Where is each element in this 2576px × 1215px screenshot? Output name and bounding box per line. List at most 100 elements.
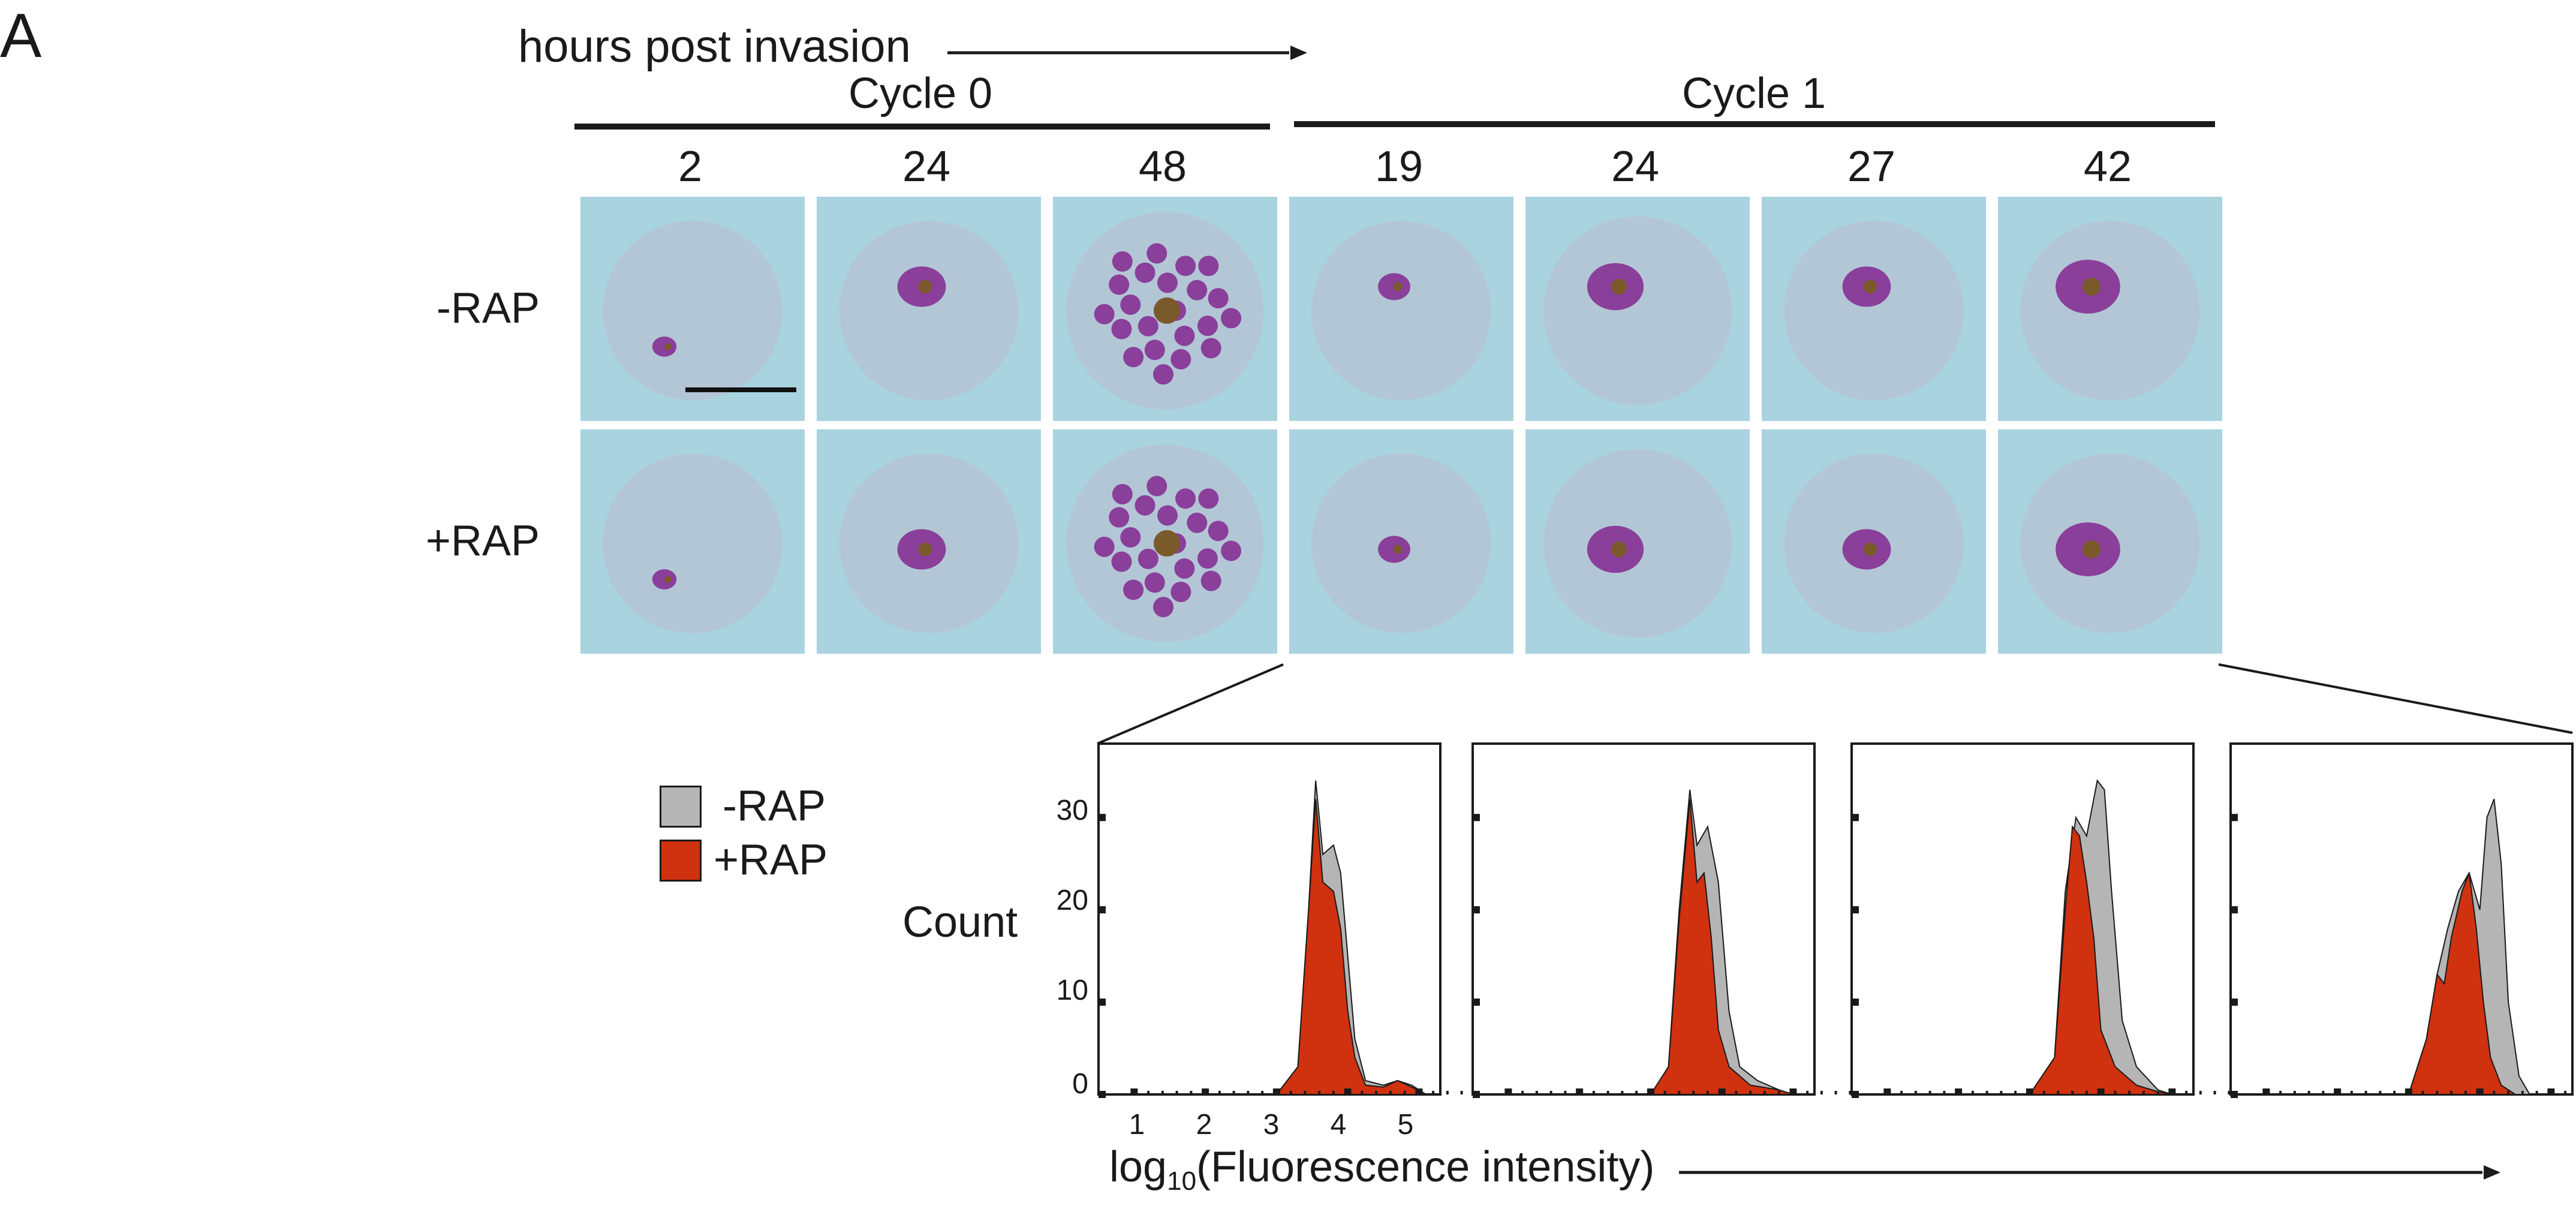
merozoite [1157,505,1178,526]
y-tick [1473,999,1480,1006]
x-minor-tick [1849,1091,1852,1094]
x-minor-tick [2464,1091,2467,1094]
time-label: 24 [902,143,951,191]
x-minor-tick [1777,1091,1780,1094]
timeline-arrow [947,46,1307,60]
x-tick [2026,1088,2033,1094]
x-minor-tick [2379,1091,2382,1094]
y-tick-label: 20 [1056,885,1088,916]
red-blood-cell [2020,221,2200,401]
micrograph-cell [1053,429,1277,654]
x-minor-tick [1806,1091,1809,1094]
merozoite [1137,548,1158,569]
histogram-frame [1850,742,2195,1096]
micrograph-cell [1289,429,1513,654]
red-blood-cell [1311,221,1491,401]
x-minor-tick [2436,1091,2439,1094]
merozoite [1111,551,1132,572]
merozoite [1208,521,1229,542]
x-minor-tick [2564,1091,2567,1094]
x-minor-tick [2521,1091,2524,1094]
x-minor-tick [2322,1091,2325,1094]
x-minor-tick [1663,1091,1666,1094]
x-tick [2405,1088,2412,1094]
cycle-0-bar [574,124,1270,130]
x-tick [1272,1088,1280,1094]
merozoite [1134,495,1155,516]
y-tick [1099,999,1106,1006]
merozoite [1170,581,1191,602]
x-tick [1202,1088,1209,1094]
merozoite [1146,476,1167,497]
x-tick [1955,1088,1963,1094]
x-minor-tick [1749,1091,1752,1094]
hemozoin [664,576,672,583]
merozoite [1175,255,1196,276]
x-minor-tick [2014,1091,2017,1094]
y-tick [1473,906,1480,914]
x-minor-tick [1446,1091,1449,1094]
red-blood-cell [1543,216,1732,405]
x-tick [1415,1088,1423,1094]
merozoite [1170,348,1191,369]
x-minor-tick [1621,1091,1624,1094]
x-minor-tick [1147,1091,1150,1094]
x-minor-tick [1361,1091,1364,1094]
x-minor-tick [1318,1091,1321,1094]
series-plus-rap-area [1650,799,1793,1095]
hemozoin [1393,545,1403,554]
y-tick-label: 10 [1056,975,1088,1006]
x-minor-tick [1606,1091,1609,1094]
x-minor-tick [2535,1091,2538,1094]
hemozoin [2083,278,2100,296]
x-minor-tick [1692,1091,1695,1094]
x-minor-tick [2000,1091,2003,1094]
merozoite [1221,308,1242,329]
x-minor-tick [2085,1091,2088,1094]
hemozoin [918,542,932,557]
merozoite [1198,255,1219,276]
x-minor-tick [1592,1091,1595,1094]
merozoite [1200,570,1221,591]
x-minor-tick [2057,1091,2060,1094]
hemozoin [1863,279,1877,294]
merozoite [1120,527,1141,548]
x-minor-tick [1190,1091,1193,1094]
time-label: 19 [1374,143,1424,191]
micrograph-cell [580,197,805,421]
y-tick-label: 0 [1072,1068,1088,1100]
x-minor-tick [1943,1091,1946,1094]
time-label: 27 [1847,143,1896,191]
time-label: 2 [678,143,703,191]
x-minor-tick [1460,1091,1463,1094]
y-tick-label: 30 [1056,795,1088,826]
x-minor-tick [1735,1091,1738,1094]
x-minor-tick [2114,1091,2117,1094]
y-tick [1473,814,1480,822]
panel-letter: A [0,1,42,71]
legend-swatch-plus-rap [660,840,702,882]
merozoite [1137,315,1158,336]
x-minor-tick [1232,1091,1235,1094]
x-tick [2097,1088,2105,1094]
micrograph-cell [1289,197,1513,421]
micrograph-cell [1998,429,2222,654]
x-tick-label: 3 [1263,1109,1280,1141]
merozoite [1120,294,1141,315]
y-axis-label: Count [902,898,1018,946]
x-minor-tick [2185,1091,2188,1094]
y-tick [1099,906,1106,914]
hemozoin [1611,278,1627,295]
merozoite [1187,512,1208,533]
y-tick [2231,999,2238,1006]
merozoite [1187,279,1208,300]
red-blood-cell [839,221,1019,401]
row-label-minus-rap: -RAP [436,284,540,332]
x-tick [2547,1088,2555,1094]
row-label-plus-rap: +RAP [425,517,540,565]
merozoite [1109,274,1130,295]
hemozoin [1154,297,1180,324]
merozoite [1174,558,1195,579]
merozoite [1174,326,1195,347]
hemozoin [918,279,932,294]
